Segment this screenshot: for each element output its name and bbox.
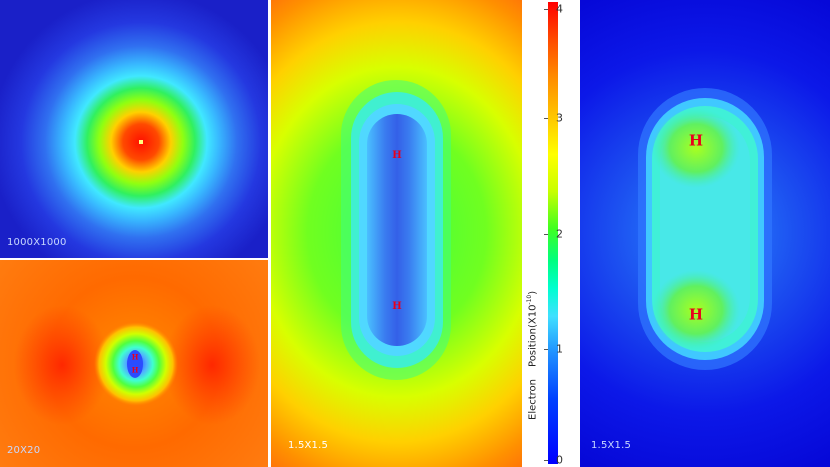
colorbar-tickmark: [544, 9, 548, 10]
colorbar-tick-2: 2: [556, 227, 563, 241]
colorbar-tickmark: [544, 349, 548, 350]
panel-1.5x1.5-right-field: [580, 0, 830, 467]
colorbar-label-secondary: Electron: [527, 378, 539, 420]
panel-1000x1000: 1000X1000: [0, 0, 268, 258]
colorbar-label-primary: Position(X10: [527, 304, 539, 367]
colorbar-tick-1: 1: [556, 342, 563, 356]
hydrogen-atom-top: H: [688, 131, 704, 150]
panel-1000x1000-field: [0, 0, 268, 258]
hydrogen-atom-top: H: [131, 352, 139, 362]
panel-20x20-label: 20X20: [7, 445, 41, 456]
panel-1000x1000-label: 1000X1000: [7, 237, 67, 248]
colorbar-tick-4: 4: [556, 2, 563, 16]
colorbar-label-exponent: -10: [526, 294, 533, 305]
hydrogen-atom-bottom: H: [131, 365, 139, 375]
panel-1.5x1.5-right: H H 1.5X1.5: [580, 0, 830, 467]
panel-20x20: H H 20X20: [0, 260, 268, 467]
panel-1.5x1.5-left-field: [271, 0, 522, 467]
colorbar-tick-3: 3: [556, 111, 563, 125]
center-marker: [139, 140, 143, 144]
colorbar: [548, 2, 558, 464]
panel-1.5x1.5-left-label: 1.5X1.5: [288, 440, 329, 451]
colorbar-tickmark: [544, 118, 548, 119]
colorbar-label: Electron Position(X10-10): [526, 120, 538, 420]
panel-1.5x1.5-right-label: 1.5X1.5: [591, 440, 632, 451]
hydrogen-atom-top: H: [392, 150, 402, 161]
colorbar-tickmark: [544, 234, 548, 235]
colorbar-label-close: ): [527, 290, 539, 295]
panel-1.5x1.5-left: H H 1.5X1.5: [271, 0, 522, 467]
colorbar-tick-0: 0: [556, 453, 563, 467]
panel-20x20-field: [0, 260, 268, 467]
hydrogen-atom-bottom: H: [392, 301, 402, 312]
colorbar-tickmark: [544, 460, 548, 461]
hydrogen-atom-bottom: H: [688, 305, 704, 324]
